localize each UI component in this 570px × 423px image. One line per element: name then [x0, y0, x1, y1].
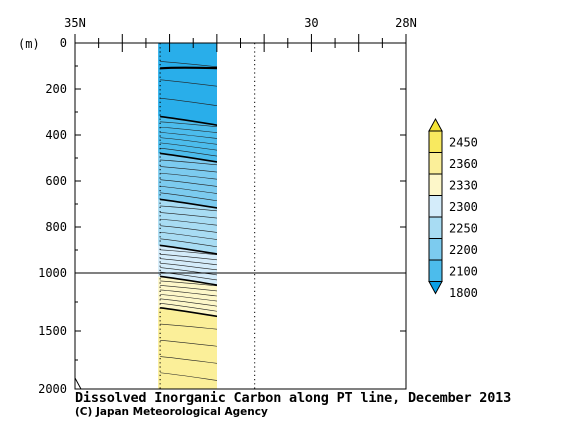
credit-line: (C) Japan Meteorological Agency — [75, 406, 268, 418]
contour-line — [160, 294, 217, 302]
x-tick-label: 28N — [395, 16, 417, 30]
contour-line — [160, 238, 217, 248]
colorbar-label: 2300 — [449, 200, 478, 214]
colorbar-label: 2250 — [449, 221, 478, 235]
contour-line — [160, 97, 217, 106]
contour-lines — [160, 61, 217, 381]
contour-line — [160, 372, 217, 381]
section-band — [158, 307, 217, 389]
contour-line — [160, 212, 217, 219]
contour-line — [160, 258, 217, 266]
contour-line — [160, 61, 217, 68]
contour-line — [160, 147, 217, 157]
y-tick-label: 2000 — [38, 382, 67, 396]
section-band — [158, 43, 217, 125]
contour-line — [160, 159, 217, 166]
x-axis-labels: 35N 30 28N — [64, 16, 417, 30]
contour-line — [160, 79, 217, 87]
y-tick-label: 200 — [45, 82, 67, 96]
contour-line — [160, 192, 217, 202]
contour-line — [160, 356, 217, 364]
contour-line — [160, 249, 217, 256]
contour-line — [160, 285, 217, 292]
contour-line-major — [160, 307, 217, 318]
contour-line — [160, 142, 217, 151]
contour-line-major — [160, 198, 217, 209]
colorbar: 2450 2360 2330 2300 2250 2200 2100 1800 — [428, 117, 478, 300]
y-tick-label: 1500 — [38, 324, 67, 338]
contour-line — [160, 262, 217, 271]
contour-line-major — [160, 275, 217, 286]
contour-line — [160, 298, 217, 307]
contour-line-major — [160, 152, 217, 163]
colorbar-segment — [428, 152, 443, 175]
contour-line — [160, 289, 217, 297]
contour-line — [160, 267, 217, 276]
colorbar-segment — [428, 259, 443, 282]
colorbar-label: 2330 — [449, 178, 478, 192]
contour-line — [160, 166, 217, 173]
contour-line — [160, 179, 217, 187]
contour-line — [160, 280, 217, 287]
colorbar-segment — [428, 130, 443, 153]
contour-line-major — [160, 244, 217, 255]
station-markers — [159, 43, 256, 389]
colorbar-extend-min — [428, 281, 443, 295]
colorbar-label: 2360 — [449, 157, 478, 171]
colorbar-extend-max — [428, 117, 443, 132]
contour-line — [160, 185, 217, 194]
contour-line — [160, 253, 217, 261]
contour-line — [160, 303, 217, 312]
contour-line — [160, 339, 217, 347]
y-tick-label: 800 — [45, 220, 67, 234]
contour-line-major — [160, 115, 217, 126]
contour-line — [160, 126, 217, 133]
chart-title: Dissolved Inorganic Carbon along PT line… — [75, 390, 512, 406]
contour-line — [160, 132, 217, 139]
y-tick-label: 600 — [45, 174, 67, 188]
corner-mark — [74, 377, 82, 390]
y-axis-ticks — [75, 42, 406, 390]
x-axis-ticks — [74, 34, 407, 52]
colorbar-label: 2100 — [449, 264, 478, 278]
colorbar-label: 1800 — [449, 286, 478, 300]
colorbar-segment — [428, 238, 443, 261]
contour-line — [160, 231, 217, 240]
contour-line — [160, 137, 217, 145]
contour-line — [160, 323, 217, 330]
contour-line — [160, 218, 217, 226]
x-tick-label: 30 — [304, 16, 318, 30]
contour-line — [160, 172, 217, 180]
colorbar-label: 2450 — [449, 135, 478, 149]
y-tick-label: 1000 — [38, 266, 67, 280]
colorbar-label: 2200 — [449, 243, 478, 257]
contour-line — [160, 205, 217, 212]
y-tick-label: 400 — [45, 128, 67, 142]
section-data-layer — [158, 43, 217, 389]
x-tick-label: 35N — [64, 16, 86, 30]
y-axis-unit: (m) — [18, 37, 40, 51]
colorbar-segment — [428, 195, 443, 218]
contour-line — [160, 225, 217, 233]
contour-line-major — [160, 66, 217, 70]
colorbar-segment — [428, 173, 443, 196]
contour-line — [160, 121, 217, 128]
y-axis-labels: 0 200 400 600 800 1000 1500 2000 — [38, 36, 67, 396]
y-tick-label: 0 — [60, 36, 67, 50]
plot-frame — [74, 42, 407, 390]
colorbar-segment — [428, 216, 443, 239]
